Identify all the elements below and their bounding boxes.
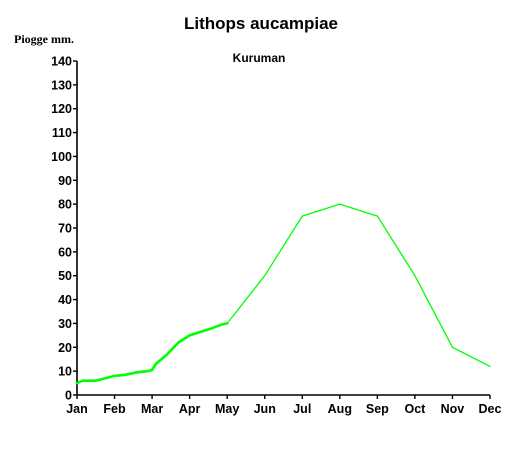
rainfall-line bbox=[76, 203, 491, 384]
y-tick-label: 60 bbox=[58, 245, 72, 259]
y-tick-label: 120 bbox=[51, 102, 72, 116]
y-axis-unit-label: Piogge mm. bbox=[14, 32, 74, 46]
series-group bbox=[75, 203, 491, 385]
y-tick-label: 40 bbox=[58, 293, 72, 307]
y-tick-label: 0 bbox=[65, 389, 72, 403]
chart-title: Lithops aucampiae bbox=[184, 14, 338, 33]
x-tick-label-feb: Feb bbox=[103, 402, 126, 416]
x-axis-ticks: Jan Feb Mar Apr May Jun Jul Aug Sep Oct Nov Dec bbox=[66, 395, 502, 416]
x-tick-label-sep: Sep bbox=[366, 402, 389, 416]
y-tick-label: 70 bbox=[58, 222, 72, 236]
x-tick-label-mar: Mar bbox=[141, 402, 163, 416]
x-tick-label-apr: Apr bbox=[179, 402, 201, 416]
x-tick-label-oct: Oct bbox=[404, 402, 426, 416]
x-tick-label-aug: Aug bbox=[328, 402, 352, 416]
y-tick-label: 20 bbox=[58, 341, 72, 355]
y-tick-label: 130 bbox=[51, 78, 72, 92]
x-tick-label-jun: Jun bbox=[254, 402, 276, 416]
y-tick-label: 90 bbox=[58, 174, 72, 188]
y-axis-ticks: 0 10 20 30 40 50 60 70 80 90 100 110 120 130 140 bbox=[51, 55, 77, 403]
x-tick-label-may: May bbox=[215, 402, 239, 416]
y-tick-label: 10 bbox=[58, 365, 72, 379]
chart-subtitle: Kuruman bbox=[233, 51, 286, 65]
y-tick-label: 30 bbox=[58, 317, 72, 331]
y-tick-label: 50 bbox=[58, 269, 72, 283]
axes bbox=[76, 61, 490, 396]
x-tick-label-jan: Jan bbox=[66, 402, 88, 416]
rainfall-line-early-segment bbox=[75, 322, 229, 385]
x-tick-label-dec: Dec bbox=[479, 402, 502, 416]
y-tick-label: 110 bbox=[52, 126, 72, 140]
y-tick-label: 100 bbox=[51, 150, 72, 164]
y-tick-label: 80 bbox=[58, 198, 72, 212]
x-tick-label-jul: Jul bbox=[293, 402, 311, 416]
y-tick-label: 140 bbox=[51, 55, 72, 69]
x-tick-label-nov: Nov bbox=[441, 402, 465, 416]
